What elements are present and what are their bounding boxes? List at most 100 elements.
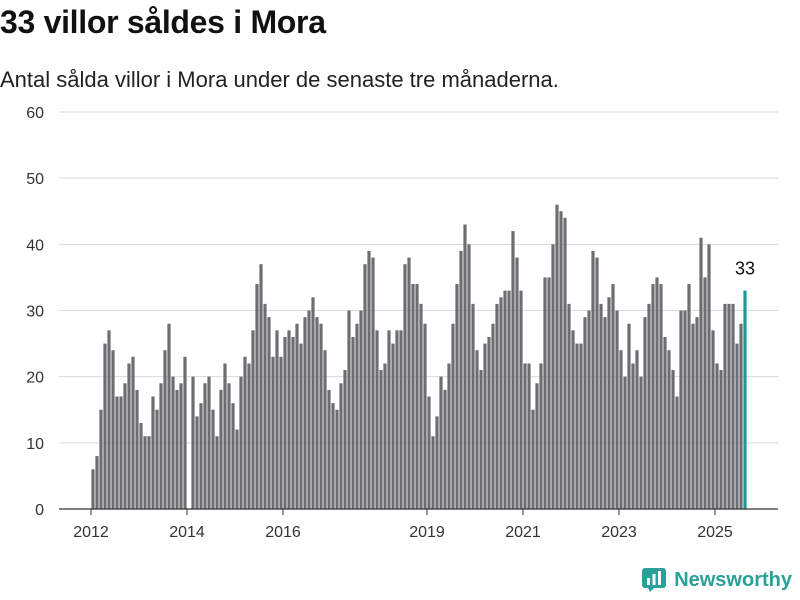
bar [415,284,419,509]
bar [691,323,695,509]
bar [95,456,99,509]
bar [91,469,95,509]
bar [535,383,539,509]
bar [647,303,651,509]
bar [611,284,615,509]
bar [451,323,455,509]
bar [151,396,155,509]
bar [671,370,675,509]
bar [255,284,259,509]
bar [355,323,359,509]
bar [719,370,723,509]
bar [307,310,311,509]
bar [243,356,247,509]
highlight-bar [743,290,747,509]
bar [739,323,743,509]
bar [171,376,175,509]
bar [703,277,707,509]
bar [687,284,691,509]
bar [619,350,623,509]
bar [483,343,487,509]
bar [319,323,323,509]
bar [627,323,631,509]
y-tick-label: 30 [26,304,44,321]
bar [379,370,383,509]
newsworthy-logo-icon [642,568,667,592]
bar [663,336,667,509]
bar [351,336,355,509]
bar [127,363,131,509]
bar [631,363,635,509]
bar [339,383,343,509]
bar [579,343,583,509]
bar [491,323,495,509]
bar [571,330,575,509]
bar [651,284,655,509]
bar [315,317,319,509]
chart-title: 33 villor såldes i Mora [0,4,326,40]
bar [555,204,559,509]
bar [487,336,491,509]
bar [639,376,643,509]
bar [615,310,619,509]
bar [731,303,735,509]
bar [707,244,711,510]
bar [115,396,119,509]
bar [371,257,375,509]
bar [499,297,503,509]
bar [427,396,431,509]
bar [107,330,111,509]
bar [183,356,187,509]
bar [443,389,447,509]
bar [623,376,627,509]
bar [391,343,395,509]
bar [543,277,547,509]
bar [635,350,639,509]
bar [551,244,555,510]
bar [515,257,519,509]
bar [679,310,683,509]
bar [231,403,235,509]
bar [203,383,207,509]
bar [99,409,103,509]
bar [595,257,599,509]
y-tick-label: 0 [35,502,44,519]
bar [331,403,335,509]
bar [291,336,295,509]
bar [439,376,443,509]
bar [567,303,571,509]
value-label: 33 [735,259,755,279]
bar [519,290,523,509]
bar [227,383,231,509]
chart-subtitle: Antal sålda villor i Mora under de senas… [0,67,559,92]
bar [363,264,367,509]
bar [311,297,315,509]
bar [447,363,451,509]
bar [295,323,299,509]
brand-logo: Newsworthy [642,568,792,592]
bar [111,350,115,509]
x-tick-label: 2019 [409,524,445,541]
bar [167,323,171,509]
bar [215,436,219,509]
bar [699,237,703,509]
bar [715,363,719,509]
bar [495,303,499,509]
y-tick-label: 40 [26,237,44,254]
y-tick-label: 60 [26,105,44,122]
bar [359,310,363,509]
bar [607,297,611,509]
bar [395,330,399,509]
bar [191,376,195,509]
bar [287,330,291,509]
bar [131,356,135,509]
y-tick-label: 20 [26,370,44,387]
bar [239,376,243,509]
bar [563,217,567,509]
bar [467,244,471,510]
bar [235,429,239,509]
bar [283,336,287,509]
bar [559,211,563,509]
bar [575,343,579,509]
